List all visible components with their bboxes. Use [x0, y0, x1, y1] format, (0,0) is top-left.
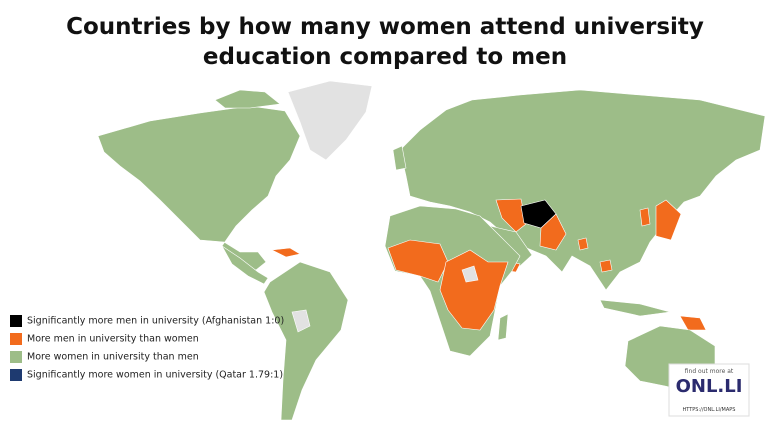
logo-url: HTTPS://ONL.LI/MAPS: [683, 407, 736, 413]
legend-swatch: [10, 369, 22, 381]
title-line: Countries by how many women attend unive…: [66, 14, 704, 40]
legend-swatch: [10, 333, 22, 345]
japan: [655, 199, 682, 241]
madagascar: [497, 313, 509, 341]
legend-label: Significantly more women in university (…: [27, 370, 283, 381]
legend-label: Significantly more men in university (Af…: [27, 316, 284, 327]
pakistan: [539, 213, 567, 251]
papua-new-guinea: [679, 315, 707, 331]
sudan: [461, 265, 479, 283]
legend-swatch: [10, 315, 22, 327]
title-line: education compared to men: [203, 44, 567, 70]
central-america: [221, 245, 269, 285]
legend-label: More women in university than men: [27, 352, 199, 363]
north-america: [97, 105, 301, 271]
uk: [392, 145, 407, 171]
world-map: [97, 80, 766, 421]
central-east-africa: [439, 249, 509, 331]
logo-brand: ONL.LI: [676, 376, 743, 397]
west-africa: [387, 239, 449, 283]
logo-tagline: find out more at: [685, 368, 734, 375]
korea: [639, 207, 651, 227]
legend: Significantly more men in university (Af…: [10, 315, 284, 381]
caribbean: [270, 247, 301, 258]
arctic-islands: [214, 89, 281, 109]
bangladesh: [577, 237, 589, 251]
indonesia: [599, 299, 671, 317]
bolivia: [291, 309, 311, 333]
greenland: [287, 80, 373, 161]
legend-swatch: [10, 351, 22, 363]
logo-box: [668, 363, 750, 417]
iran: [495, 198, 527, 233]
legend-label: More men in university than women: [27, 334, 199, 345]
cambodia: [599, 259, 613, 273]
south-america: [263, 261, 349, 421]
logo: find out more at ONL.LI HTTPS://ONL.LI/M…: [668, 363, 750, 417]
